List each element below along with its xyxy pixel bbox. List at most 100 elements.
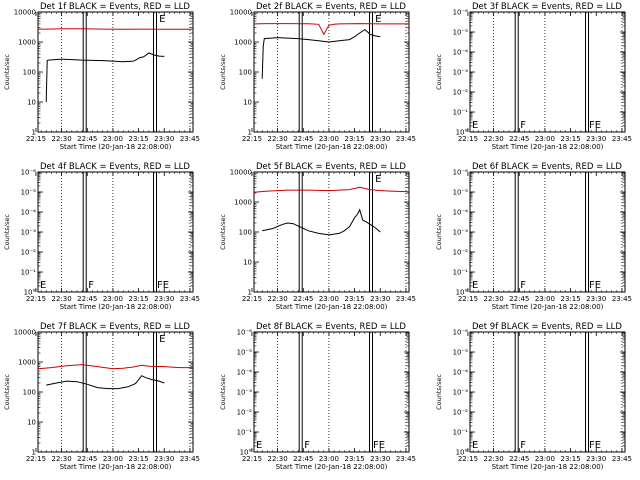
flag-label: E bbox=[159, 14, 165, 25]
x-axis-label: Start Time (20-Jan-18 22:08:00) bbox=[60, 463, 172, 471]
panel-det-5: Det 5f BLACK = Events, RED = LLD 1 10 100 10… bbox=[219, 162, 416, 311]
y-tick-label: 10⁻⁴ bbox=[453, 209, 469, 217]
y-tick-label: 100 bbox=[239, 229, 252, 237]
y-tick-label: 10⁻⁵ bbox=[453, 189, 469, 197]
y-tick-label: 10⁻⁴ bbox=[453, 369, 469, 377]
y-tick-label: 10⁻⁵ bbox=[453, 29, 469, 37]
panel-det-6: Det 6f BLACK = Events, RED = LLD 10° 10⁻¹ 1… bbox=[435, 162, 632, 311]
x-axis-label: Start Time (20-Jan-18 22:08:00) bbox=[492, 463, 604, 471]
y-tick-label: 1000 bbox=[234, 39, 252, 47]
y-tick-label: 1 bbox=[32, 449, 36, 457]
flag-label: F bbox=[304, 440, 310, 451]
panel-title: Det 4f BLACK = Events, RED = LLD bbox=[40, 162, 190, 172]
y-tick-label: 10⁻⁴ bbox=[21, 209, 37, 217]
y-tick-label: 10⁻² bbox=[453, 409, 469, 417]
panel-title: Det 8f BLACK = Events, RED = LLD bbox=[256, 322, 406, 332]
x-tick-label: 22:45 bbox=[293, 295, 313, 303]
y-tick-label: 1000 bbox=[18, 39, 36, 47]
x-tick-label: 23:15 bbox=[345, 135, 365, 143]
y-tick-label: 10⁻⁶ bbox=[453, 329, 469, 337]
flag-label: F bbox=[520, 440, 526, 451]
y-tick-label: 10⁻⁵ bbox=[237, 349, 253, 357]
lld-series-line bbox=[38, 28, 193, 30]
y-tick-label: 100 bbox=[239, 69, 252, 77]
x-tick-label: 22:15 bbox=[242, 135, 262, 143]
flag-label: E bbox=[159, 334, 165, 345]
y-tick-label: 10⁻³ bbox=[453, 69, 469, 77]
y-tick-label: 10⁻¹ bbox=[453, 269, 469, 277]
lld-series-line bbox=[37, 364, 193, 370]
panel-det-9: Det 9f BLACK = Events, RED = LLD 10° 10⁻¹ 1… bbox=[435, 322, 632, 471]
y-tick-label: 10⁻² bbox=[453, 249, 469, 257]
y-tick-label: 10° bbox=[456, 129, 468, 137]
x-tick-label: 23:45 bbox=[396, 295, 416, 303]
panel-title: Det 7f BLACK = Events, RED = LLD bbox=[40, 322, 190, 332]
x-tick-label: 23:30 bbox=[154, 135, 174, 143]
x-tick-label: 23:00 bbox=[319, 455, 339, 463]
x-tick-label: 22:30 bbox=[268, 295, 288, 303]
y-tick-label: 10⁻² bbox=[237, 409, 253, 417]
x-tick-label: 23:45 bbox=[612, 295, 632, 303]
y-axis-label: Counts/sec bbox=[435, 374, 443, 410]
panel-det-8: Det 8f BLACK = Events, RED = LLD 10° 10⁻¹ 1… bbox=[219, 322, 416, 471]
x-tick-label: 23:30 bbox=[154, 295, 174, 303]
y-tick-label: 100 bbox=[23, 389, 36, 397]
panel-title: Det 6f BLACK = Events, RED = LLD bbox=[472, 162, 622, 172]
events-series-line bbox=[261, 28, 381, 79]
flag-label: F bbox=[520, 280, 526, 291]
x-tick-label: 23:00 bbox=[535, 295, 555, 303]
panel-title: Det 3f BLACK = Events, RED = LLD bbox=[472, 2, 622, 12]
x-tick-label: 22:30 bbox=[484, 295, 504, 303]
x-axis-label: Start Time (20-Jan-18 22:08:00) bbox=[492, 143, 604, 151]
y-tick-label: 10⁻¹ bbox=[237, 429, 253, 437]
x-tick-label: 23:30 bbox=[586, 295, 606, 303]
panel-title: Det 2f BLACK = Events, RED = LLD bbox=[256, 2, 406, 12]
y-tick-label: 10⁻⁶ bbox=[453, 9, 469, 17]
x-tick-label: 23:45 bbox=[612, 135, 632, 143]
x-tick-label: 23:30 bbox=[154, 455, 174, 463]
panel-det-2: Det 2f BLACK = Events, RED = LLD 1 10 100 10… bbox=[219, 2, 416, 151]
x-tick-label: 23:15 bbox=[561, 455, 581, 463]
y-tick-label: 10⁻¹ bbox=[453, 109, 469, 117]
y-axis-label: Counts/sec bbox=[3, 214, 11, 250]
y-tick-label: 10⁻³ bbox=[21, 229, 37, 237]
x-tick-label: 23:15 bbox=[129, 455, 149, 463]
y-axis-label: Counts/sec bbox=[3, 54, 11, 90]
lld-series-line bbox=[253, 186, 410, 193]
x-tick-label: 23:30 bbox=[370, 135, 390, 143]
x-tick-label: 22:45 bbox=[77, 455, 97, 463]
panel-det-4: Det 4f BLACK = Events, RED = LLD 10° 10⁻¹ 1… bbox=[3, 162, 200, 311]
y-tick-label: 10⁻⁶ bbox=[21, 169, 37, 177]
y-tick-label: 10° bbox=[456, 289, 468, 297]
x-tick-label: 23:45 bbox=[180, 295, 200, 303]
x-axis-label: Start Time (20-Jan-18 22:08:00) bbox=[60, 143, 172, 151]
y-axis-label: Counts/sec bbox=[219, 374, 227, 410]
flag-label: E bbox=[472, 280, 478, 291]
panel-det-1: Det 1f BLACK = Events, RED = LLD 1 10 100 10… bbox=[3, 2, 200, 151]
y-tick-label: 10⁻⁵ bbox=[453, 349, 469, 357]
x-tick-label: 23:30 bbox=[586, 135, 606, 143]
y-axis-label: Counts/sec bbox=[219, 214, 227, 250]
y-axis-label: Counts/sec bbox=[3, 374, 11, 410]
x-tick-label: 22:15 bbox=[242, 295, 262, 303]
events-series-line bbox=[46, 375, 165, 390]
x-tick-label: 22:45 bbox=[77, 295, 97, 303]
x-tick-label: 23:30 bbox=[370, 295, 390, 303]
y-tick-label: 10000 bbox=[14, 9, 36, 17]
x-tick-label: 23:15 bbox=[129, 135, 149, 143]
y-tick-label: 10⁻¹ bbox=[21, 269, 37, 277]
x-tick-label: 23:15 bbox=[345, 455, 365, 463]
x-tick-label: 23:15 bbox=[345, 295, 365, 303]
x-tick-label: 23:15 bbox=[561, 135, 581, 143]
x-tick-label: 23:45 bbox=[180, 135, 200, 143]
events-series-line bbox=[45, 52, 165, 103]
x-tick-label: 23:45 bbox=[612, 455, 632, 463]
x-tick-label: 23:00 bbox=[535, 455, 555, 463]
y-tick-label: 10⁻⁶ bbox=[237, 329, 253, 337]
y-axis-label: Counts/sec bbox=[435, 214, 443, 250]
panel-title: Det 9f BLACK = Events, RED = LLD bbox=[472, 322, 622, 332]
x-tick-label: 22:30 bbox=[484, 135, 504, 143]
x-tick-label: 23:15 bbox=[129, 295, 149, 303]
y-tick-label: 100 bbox=[23, 69, 36, 77]
